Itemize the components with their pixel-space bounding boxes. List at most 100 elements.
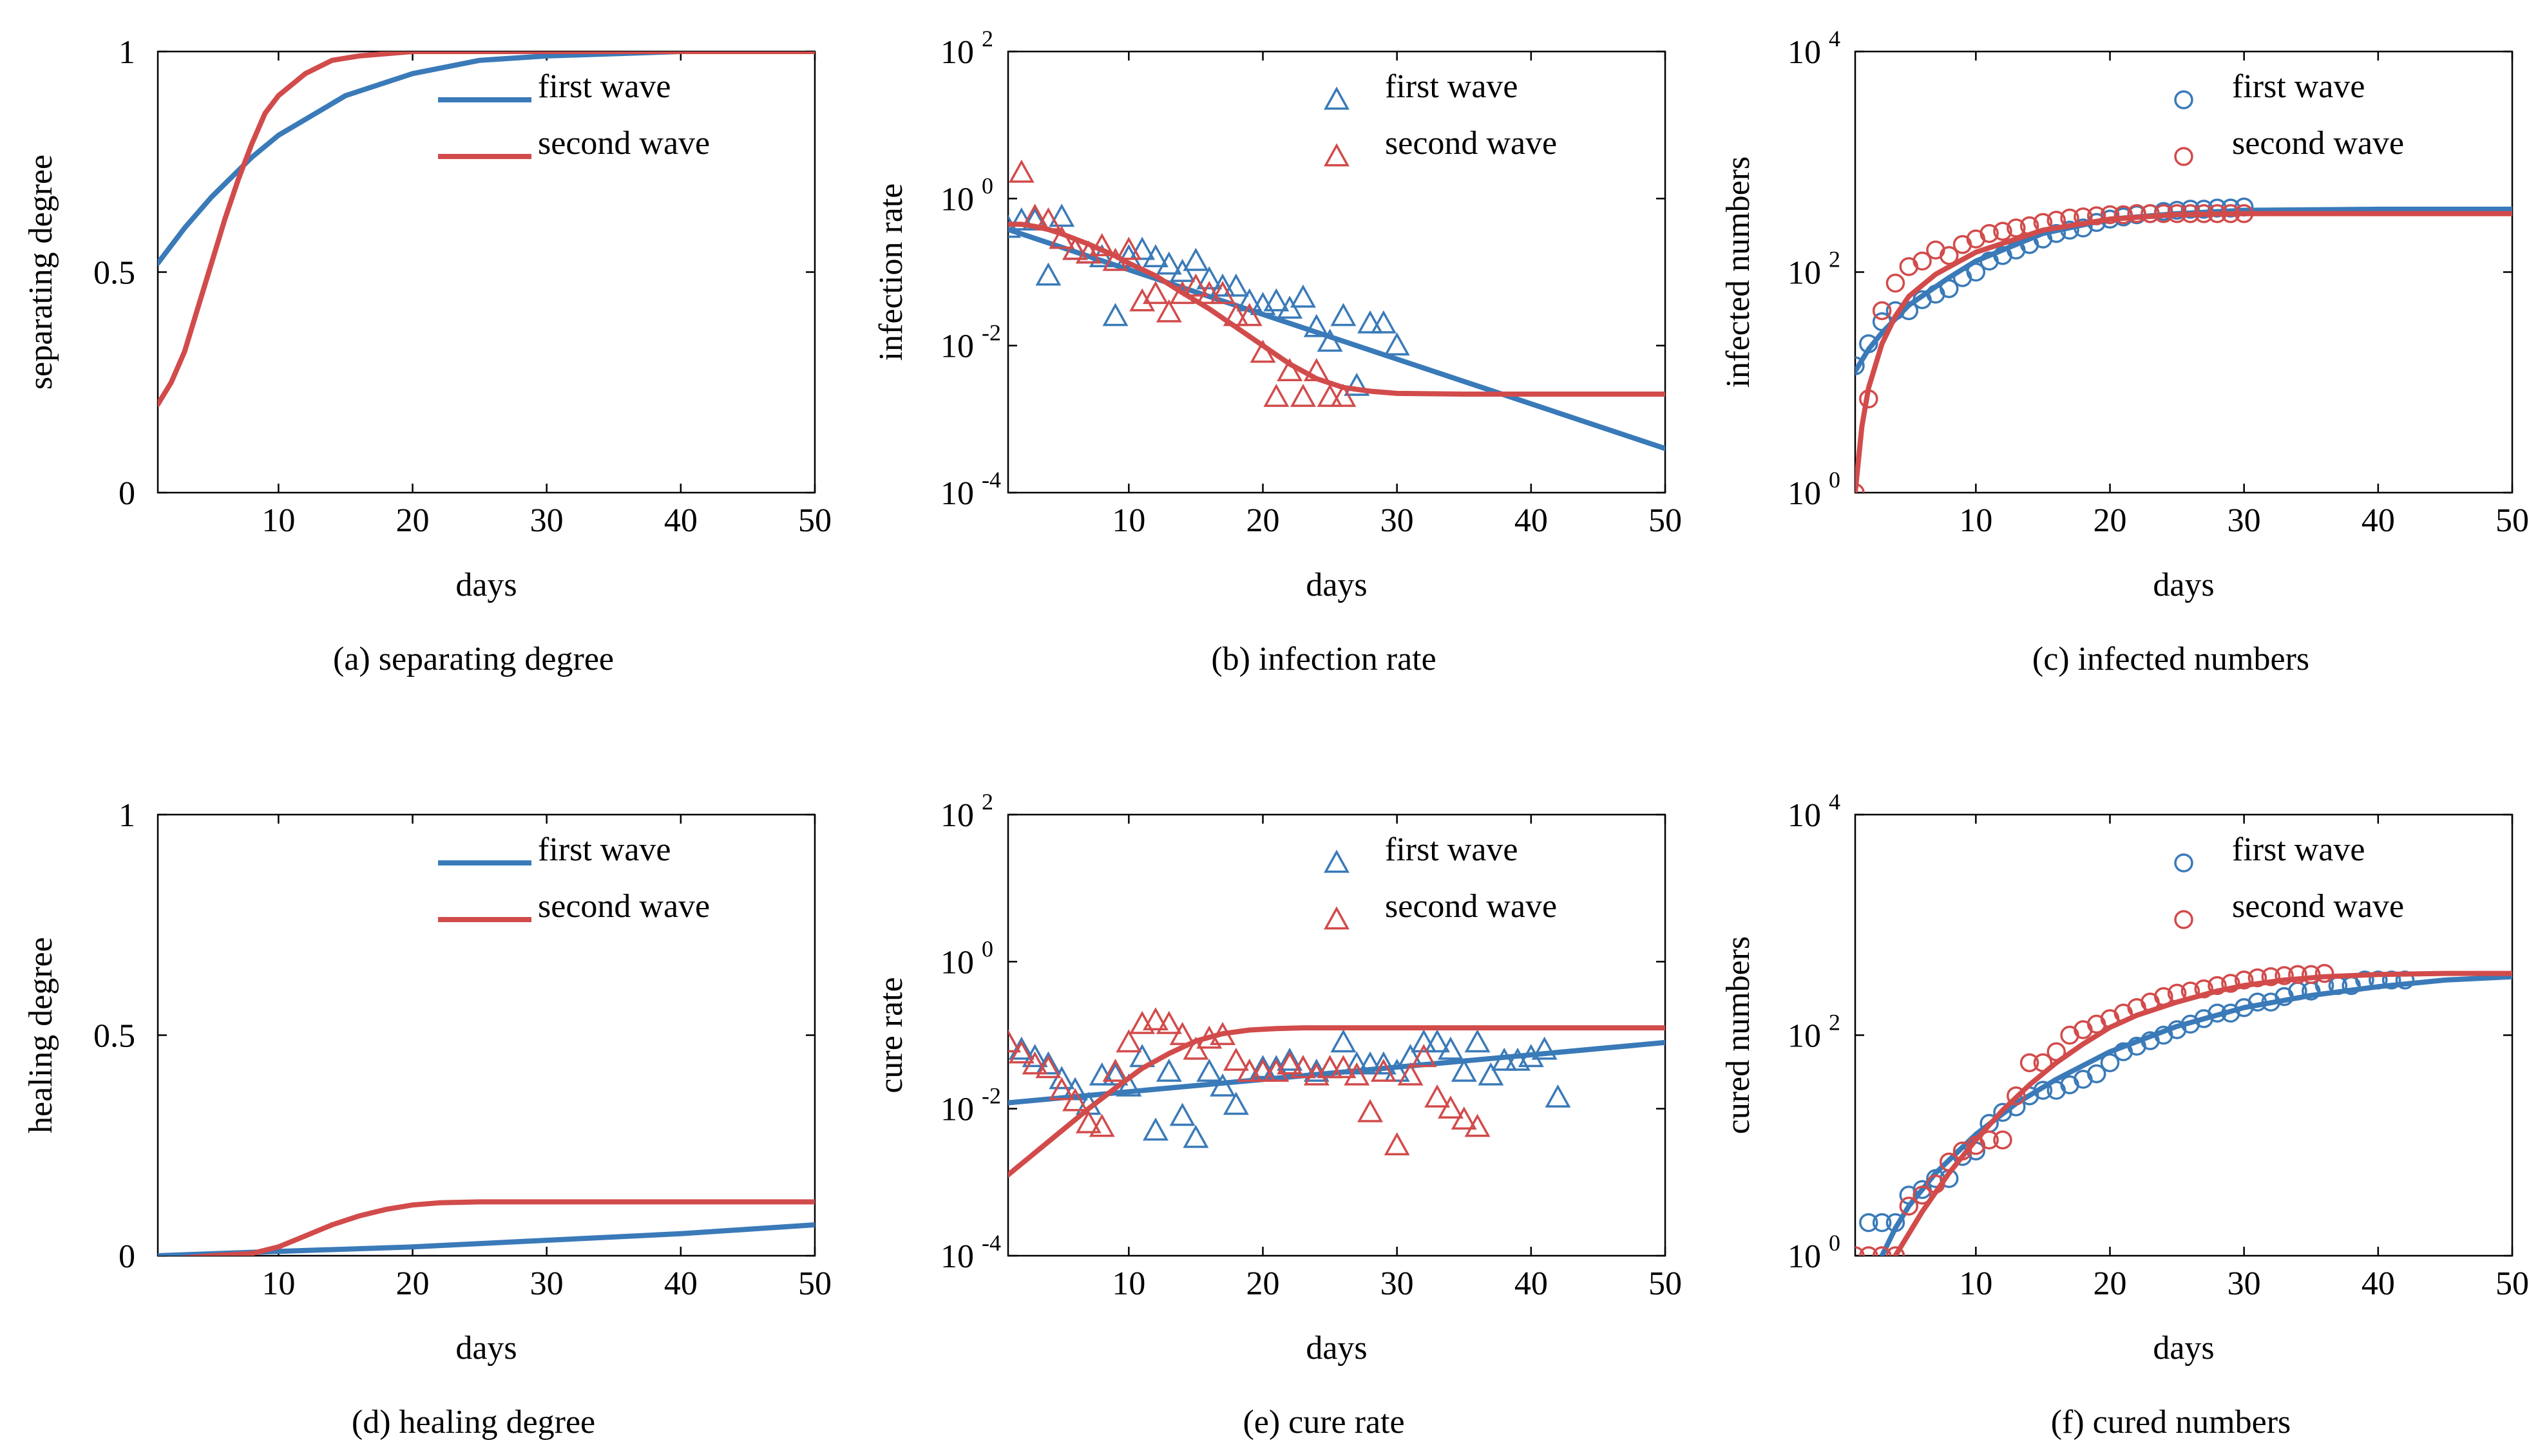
data-point-first (1370, 310, 1397, 334)
y-tick-label: 10 2 (1788, 1010, 1840, 1055)
y-tick-label: 10 -2 (940, 320, 1001, 365)
data-point-second (2127, 203, 2146, 223)
data-point-second (1035, 1055, 1062, 1079)
data-point-first (1290, 284, 1316, 308)
data-point-second (1317, 1055, 1343, 1079)
legend-marker-second (2174, 910, 2193, 929)
y-axis-label: infected numbers (1720, 156, 1757, 388)
x-tick-label: 30 (1380, 502, 1414, 539)
data-point-first (1143, 244, 1169, 268)
legend-label: first wave (1385, 831, 1518, 868)
data-point-first (1143, 1117, 1169, 1141)
fit-line-first (1008, 1039, 1665, 1106)
panel-caption: (f) cured numbers (2051, 1404, 2291, 1441)
x-tick-label: 20 (2094, 1265, 2127, 1302)
x-tick-label: 40 (664, 1265, 698, 1302)
fit-line-first (1008, 227, 1665, 451)
x-tick-label: 30 (530, 1265, 564, 1302)
data-point-second (1223, 1047, 1249, 1071)
data-point-second (2302, 965, 2321, 985)
legend-label: first wave (538, 68, 671, 105)
fit-line-second (1008, 222, 1665, 397)
data-point-second (2086, 206, 2106, 225)
data-point-second (1370, 1058, 1397, 1082)
x-tick-label: 30 (530, 502, 564, 539)
data-point-first (1223, 1092, 1249, 1115)
y-tick-label: 0 (119, 1238, 135, 1275)
data-point-second (1169, 1021, 1196, 1045)
fit-line-first (1879, 974, 2512, 1256)
data-point-second (1437, 1095, 1464, 1119)
data-point-second (1885, 1246, 1905, 1256)
data-point-second (1116, 236, 1142, 260)
fit-line-second (1893, 970, 2512, 1256)
y-tick-label: 10 -2 (940, 1083, 1001, 1128)
data-point-first (1330, 303, 1357, 326)
y-tick-label: 10 4 (1788, 26, 1840, 71)
data-point-first (1855, 356, 1865, 375)
data-point-first (1102, 303, 1129, 326)
x-tick-label: 40 (664, 502, 698, 539)
fit-line-second (1855, 211, 2512, 493)
data-point-second (1885, 273, 1905, 293)
y-axis-label: cured numbers (1720, 936, 1757, 1135)
x-tick-label: 30 (2227, 502, 2261, 539)
y-axis-label: infection rate (873, 184, 910, 361)
data-point-second (1277, 358, 1303, 381)
data-point-first (1102, 1062, 1129, 1086)
data-point-first (1129, 236, 1156, 260)
y-axis-label: healing degree (23, 937, 59, 1133)
plot-area (1855, 963, 2512, 1256)
data-point-second (1102, 1058, 1129, 1082)
data-point-first (1384, 332, 1410, 356)
legend: first wave second wave (438, 831, 710, 925)
y-tick-label: 1 (119, 797, 135, 834)
data-point-first (1196, 1058, 1223, 1082)
legend-label: second wave (538, 125, 710, 162)
data-point-first (1531, 1036, 1558, 1060)
data-point-second (1357, 1099, 1384, 1122)
data-point-second (1008, 1029, 1021, 1053)
x-tick-label: 40 (2361, 502, 2395, 539)
y-tick-label: 10 -4 (940, 1230, 1001, 1275)
x-tick-label: 50 (2495, 502, 2529, 539)
data-point-second (2100, 205, 2120, 225)
plot-area (1008, 1007, 1665, 1178)
y-tick-label: 10 2 (1788, 247, 1840, 292)
data-point-first (1116, 1073, 1142, 1097)
fit-line-second (1008, 1025, 1665, 1178)
panel-a: 10 20 30 40 50 0 0.5 1 days separating degree (a) … (23, 34, 832, 677)
data-point-first (1022, 207, 1048, 231)
x-tick-label: 40 (1514, 1265, 1548, 1302)
data-point-second (1143, 1007, 1169, 1031)
fit-line-second (180, 1199, 815, 1256)
axes-frame (1007, 50, 1666, 494)
data-point-first (1008, 1036, 1035, 1060)
data-point-second (1303, 1062, 1330, 1086)
data-point-second (1236, 303, 1263, 326)
y-tick-label: 10 0 (940, 936, 993, 981)
data-point-first (1156, 1058, 1182, 1082)
y-tick-label: 10 0 (1788, 467, 1840, 512)
data-point-second (1263, 1058, 1290, 1082)
data-point-second (2275, 966, 2294, 985)
x-tick-label: 50 (798, 502, 832, 539)
x-tick-label: 50 (2495, 1265, 2529, 1302)
legend-marker-first (2174, 90, 2193, 109)
data-point-second (1424, 1084, 1451, 1108)
data-point-second (1236, 1058, 1263, 1082)
panel-caption: (c) infected numbers (2032, 641, 2309, 677)
y-tick-label: 10 0 (1788, 1230, 1840, 1275)
data-point-second (1075, 240, 1102, 264)
x-tick-label: 10 (1959, 1265, 1992, 1302)
data-point-second (1008, 1040, 1035, 1064)
x-tick-label: 40 (1514, 502, 1548, 539)
y-tick-label: 10 2 (940, 26, 993, 71)
data-point-first (1464, 1029, 1491, 1053)
data-point-second (1464, 1113, 1491, 1137)
data-point-first (1196, 266, 1223, 290)
